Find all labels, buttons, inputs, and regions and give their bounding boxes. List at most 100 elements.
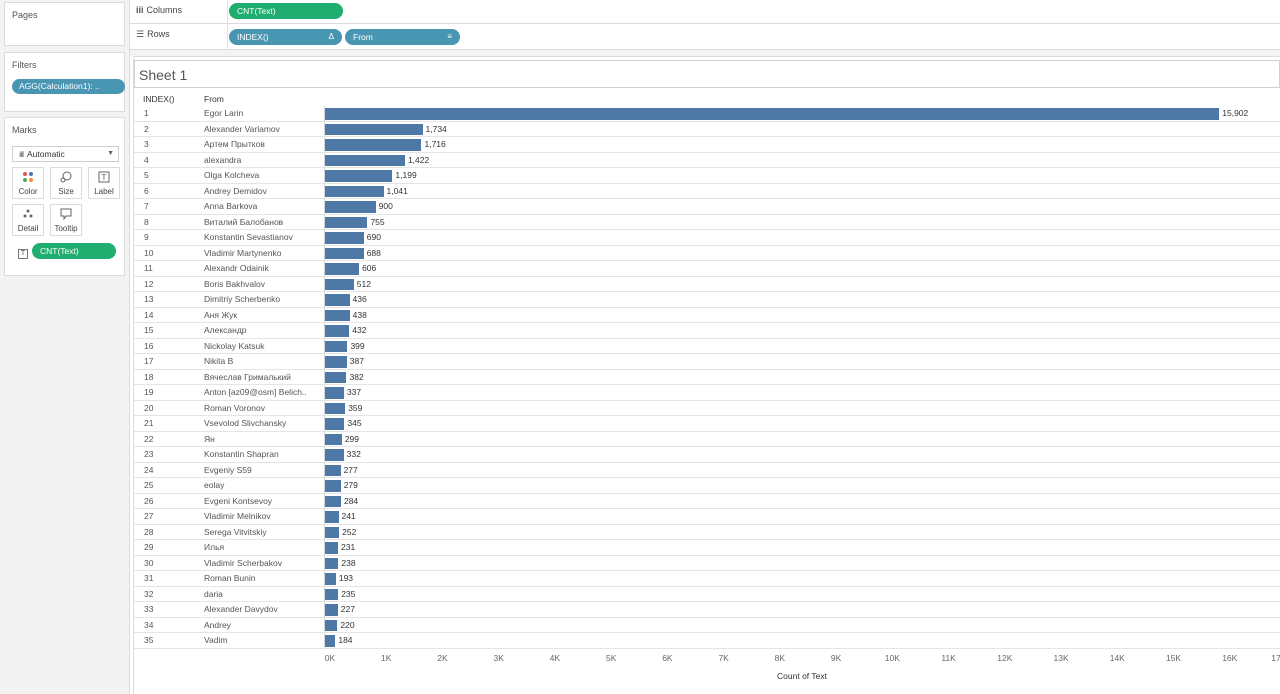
row-from[interactable]: Andrey Demidov: [204, 185, 267, 196]
row-from[interactable]: Dimitriy Scherbenko: [204, 294, 281, 305]
bar[interactable]: [325, 495, 341, 508]
table-row[interactable]: 15 Александр 432: [134, 323, 1280, 339]
bar[interactable]: [325, 387, 344, 399]
color-button[interactable]: Color: [12, 167, 44, 199]
row-from[interactable]: Nickolay Katsuk: [204, 340, 265, 351]
table-row[interactable]: 16 Nickolay Katsuk 399: [134, 338, 1280, 355]
row-from[interactable]: Илья: [204, 542, 225, 553]
tooltip-button[interactable]: Tooltip: [50, 204, 82, 236]
row-from[interactable]: Andrey: [204, 619, 231, 630]
table-row[interactable]: 23 Konstantin Shapran 332: [134, 447, 1280, 463]
bar[interactable]: [325, 263, 360, 275]
bar[interactable]: [325, 464, 341, 477]
table-row[interactable]: 8 Виталий Балобанов 755: [134, 214, 1280, 231]
bar[interactable]: [325, 557, 339, 570]
bar[interactable]: [325, 216, 368, 229]
row-from[interactable]: Александр: [204, 325, 247, 336]
row-from[interactable]: Артем Прытков: [204, 139, 265, 150]
rows-pill-index[interactable]: INDEX() Δ: [229, 29, 342, 45]
bar[interactable]: [325, 278, 354, 291]
row-from[interactable]: Anton [az09@osm] Belich..: [204, 387, 307, 398]
table-row[interactable]: 30 Vladimir Scherbakov 238: [134, 555, 1280, 572]
table-row[interactable]: 33 Alexander Davydov 227: [134, 602, 1280, 618]
rows-shelf[interactable]: ☰ Rows INDEX() Δ From ≡: [130, 24, 1280, 50]
row-from[interactable]: Vsevolod Slivchansky: [204, 418, 287, 429]
bar[interactable]: [325, 232, 364, 244]
table-row[interactable]: 9 Konstantin Sevastianov 690: [134, 230, 1280, 246]
row-from[interactable]: Вячеслав Грималький: [204, 371, 291, 382]
bar[interactable]: [325, 309, 350, 322]
table-row[interactable]: 24 Evgeniy S59 277: [134, 462, 1280, 479]
table-row[interactable]: 6 Andrey Demidov 1,041: [134, 183, 1280, 200]
table-row[interactable]: 1 Egor Larin 15,902: [134, 106, 1280, 122]
bar[interactable]: [325, 588, 339, 601]
bar[interactable]: [325, 402, 346, 415]
row-from[interactable]: Vladimir Melnikov: [204, 511, 271, 522]
bar[interactable]: [325, 340, 348, 353]
bar[interactable]: [325, 356, 347, 368]
bar[interactable]: [325, 433, 342, 446]
bar[interactable]: [325, 542, 338, 554]
row-from[interactable]: alexandra: [204, 154, 242, 165]
table-row[interactable]: 13 Dimitriy Scherbenko 436: [134, 292, 1280, 308]
table-row[interactable]: 32 daria 235: [134, 586, 1280, 603]
table-row[interactable]: 5 Olga Kolcheva 1,199: [134, 168, 1280, 184]
bar[interactable]: [325, 108, 1220, 120]
detail-button[interactable]: Detail: [12, 204, 44, 236]
bar[interactable]: [325, 325, 350, 337]
row-from[interactable]: Alexander Davydov: [204, 604, 278, 615]
row-from[interactable]: Konstantin Shapran: [204, 449, 279, 460]
bar[interactable]: [325, 418, 345, 430]
bar[interactable]: [325, 294, 350, 306]
sheet-title-box[interactable]: Sheet 1: [134, 60, 1280, 88]
bar[interactable]: [325, 573, 336, 585]
table-row[interactable]: 28 Serega Vitvitskiy 252: [134, 524, 1280, 541]
row-from[interactable]: Виталий Балобанов: [204, 216, 284, 227]
row-from[interactable]: Vladimir Martynenko: [204, 247, 282, 258]
row-from[interactable]: Egor Larin: [204, 108, 244, 118]
bar[interactable]: [325, 511, 339, 523]
filters-card[interactable]: Filters AGG(Calculation1): ..: [4, 52, 125, 112]
bar[interactable]: [325, 371, 347, 384]
table-row[interactable]: 35 Vadim 184: [134, 633, 1280, 649]
pages-card[interactable]: Pages: [4, 2, 125, 46]
rows-pill-from[interactable]: From ≡: [345, 29, 460, 45]
table-row[interactable]: 26 Evgeni Kontsevoy 284: [134, 493, 1280, 510]
bar[interactable]: [325, 185, 384, 198]
table-row[interactable]: 2 Alexander Varlamov 1,734: [134, 121, 1280, 137]
bar[interactable]: [325, 604, 338, 616]
bar[interactable]: [325, 154, 405, 167]
table-row[interactable]: 19 Anton [az09@osm] Belich.. 337: [134, 385, 1280, 401]
label-button[interactable]: T Label: [88, 167, 120, 199]
table-row[interactable]: 22 Ян 299: [134, 431, 1280, 448]
bar[interactable]: [325, 526, 340, 539]
table-row[interactable]: 25 eolay 279: [134, 478, 1280, 494]
row-from[interactable]: Serega Vitvitskiy: [204, 526, 267, 537]
row-from[interactable]: Vadim: [204, 635, 228, 646]
table-row[interactable]: 20 Roman Voronov 359: [134, 400, 1280, 417]
bar[interactable]: [325, 247, 364, 260]
marks-field-pill[interactable]: CNT(Text): [32, 243, 116, 259]
row-from[interactable]: Alexandr Odainik: [204, 263, 269, 274]
row-from[interactable]: Anna Barkova: [204, 201, 258, 212]
size-button[interactable]: Size: [50, 167, 82, 199]
bar[interactable]: [325, 449, 344, 461]
row-from[interactable]: Boris Bakhvalov: [204, 278, 265, 289]
filter-pill[interactable]: AGG(Calculation1): ..: [12, 79, 125, 94]
bar[interactable]: [325, 635, 336, 647]
bar[interactable]: [325, 139, 422, 151]
row-from[interactable]: Ян: [204, 433, 215, 444]
row-from[interactable]: Nikita B: [204, 356, 234, 367]
bar[interactable]: [325, 123, 423, 135]
row-from[interactable]: Evgeniy S59: [204, 464, 252, 475]
table-row[interactable]: 17 Nikita B 387: [134, 354, 1280, 370]
table-row[interactable]: 21 Vsevolod Slivchansky 345: [134, 416, 1280, 432]
row-from[interactable]: Evgeni Kontsevoy: [204, 495, 273, 506]
row-from[interactable]: daria: [204, 588, 223, 599]
table-row[interactable]: 3 Артем Прытков 1,716: [134, 137, 1280, 153]
table-row[interactable]: 11 Alexandr Odainik 606: [134, 261, 1280, 277]
table-row[interactable]: 14 Аня Жук 438: [134, 307, 1280, 324]
table-row[interactable]: 31 Roman Bunin 193: [134, 571, 1280, 587]
row-from[interactable]: Olga Kolcheva: [204, 170, 260, 181]
table-row[interactable]: 27 Vladimir Melnikov 241: [134, 509, 1280, 525]
